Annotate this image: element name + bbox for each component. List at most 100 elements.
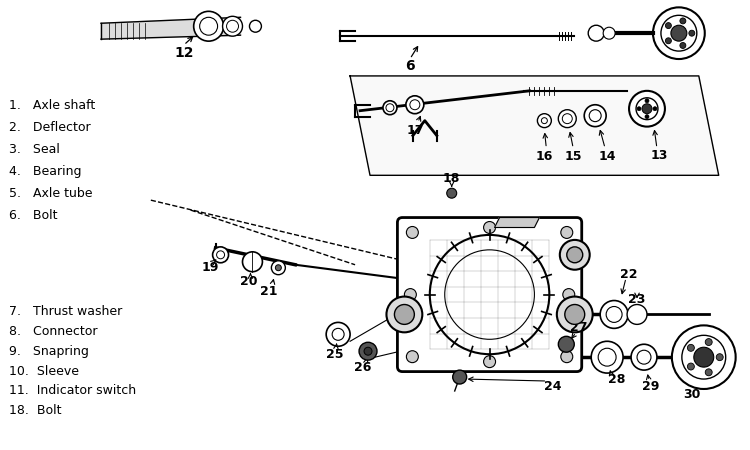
Circle shape: [217, 251, 224, 259]
Circle shape: [538, 114, 551, 128]
Circle shape: [484, 356, 496, 368]
Circle shape: [672, 325, 736, 389]
Circle shape: [560, 240, 590, 270]
Circle shape: [386, 297, 422, 333]
Text: 28: 28: [608, 373, 625, 386]
Circle shape: [645, 115, 649, 119]
Text: 3.   Seal: 3. Seal: [9, 143, 60, 156]
Text: 8.   Connector: 8. Connector: [9, 325, 98, 338]
Text: 1.   Axle shaft: 1. Axle shaft: [9, 99, 95, 112]
Circle shape: [383, 101, 397, 115]
Circle shape: [558, 110, 576, 128]
Circle shape: [637, 107, 641, 111]
Circle shape: [661, 15, 697, 51]
Text: 27: 27: [571, 321, 588, 334]
Circle shape: [562, 114, 572, 124]
Text: 23: 23: [628, 293, 646, 306]
Circle shape: [406, 96, 424, 114]
Circle shape: [645, 99, 649, 103]
Circle shape: [226, 20, 238, 32]
Text: 22: 22: [620, 268, 638, 281]
Circle shape: [600, 301, 628, 328]
Circle shape: [250, 20, 262, 32]
Circle shape: [631, 344, 657, 370]
Text: 25: 25: [326, 348, 344, 361]
Circle shape: [410, 100, 420, 110]
Text: 20: 20: [240, 275, 257, 288]
Text: 2.   Deflector: 2. Deflector: [9, 121, 91, 134]
Circle shape: [653, 7, 705, 59]
Text: 30: 30: [683, 388, 700, 401]
Circle shape: [665, 38, 671, 44]
Circle shape: [637, 350, 651, 364]
Circle shape: [705, 338, 712, 346]
Circle shape: [275, 265, 281, 271]
Text: 24: 24: [544, 381, 561, 393]
Circle shape: [665, 22, 671, 29]
Circle shape: [688, 363, 694, 370]
Circle shape: [453, 370, 466, 384]
Circle shape: [716, 354, 723, 360]
Circle shape: [447, 188, 457, 198]
Text: 21: 21: [260, 285, 278, 298]
Circle shape: [688, 30, 694, 36]
Circle shape: [556, 297, 592, 333]
Circle shape: [561, 226, 573, 238]
Circle shape: [386, 104, 394, 112]
Text: 9.   Snapring: 9. Snapring: [9, 345, 89, 358]
Circle shape: [223, 16, 242, 36]
Text: 14: 14: [598, 150, 616, 163]
Circle shape: [588, 25, 604, 41]
Circle shape: [200, 17, 217, 35]
Text: 17: 17: [406, 124, 424, 137]
Circle shape: [242, 252, 262, 272]
Text: 13: 13: [650, 149, 668, 162]
Polygon shape: [350, 76, 718, 176]
Circle shape: [484, 221, 496, 234]
Circle shape: [688, 344, 694, 351]
Circle shape: [584, 105, 606, 126]
Circle shape: [705, 369, 712, 376]
Text: 10.  Sleeve: 10. Sleeve: [9, 364, 80, 378]
Polygon shape: [494, 217, 539, 228]
Circle shape: [591, 341, 623, 373]
Circle shape: [326, 322, 350, 346]
FancyBboxPatch shape: [398, 217, 582, 372]
Circle shape: [332, 328, 344, 340]
Circle shape: [567, 247, 583, 263]
Circle shape: [590, 110, 602, 122]
Circle shape: [598, 348, 616, 366]
Circle shape: [194, 11, 224, 41]
Circle shape: [562, 288, 574, 301]
Text: 18.  Bolt: 18. Bolt: [9, 405, 62, 417]
Circle shape: [680, 18, 686, 24]
Text: 18: 18: [443, 172, 460, 185]
Text: 6: 6: [405, 59, 415, 73]
Circle shape: [642, 104, 652, 114]
Circle shape: [671, 25, 687, 41]
Circle shape: [364, 347, 372, 355]
Text: 15: 15: [565, 150, 582, 163]
Circle shape: [558, 336, 574, 352]
Circle shape: [603, 27, 615, 39]
Text: 5.   Axle tube: 5. Axle tube: [9, 187, 93, 200]
Circle shape: [272, 261, 285, 274]
Text: 6.   Bolt: 6. Bolt: [9, 208, 58, 221]
Circle shape: [542, 117, 548, 124]
Text: 19: 19: [202, 261, 219, 274]
Circle shape: [629, 91, 665, 126]
Circle shape: [627, 305, 647, 324]
Circle shape: [653, 107, 657, 111]
Circle shape: [359, 342, 377, 360]
Text: 11.  Indicator switch: 11. Indicator switch: [9, 384, 136, 397]
Circle shape: [394, 305, 414, 324]
Circle shape: [680, 42, 686, 49]
Circle shape: [606, 306, 622, 322]
Circle shape: [404, 288, 416, 301]
Text: 12: 12: [174, 46, 194, 60]
Circle shape: [565, 305, 585, 324]
Text: 26: 26: [354, 360, 372, 374]
Circle shape: [694, 347, 714, 367]
Polygon shape: [101, 17, 241, 39]
Text: 16: 16: [536, 150, 553, 163]
